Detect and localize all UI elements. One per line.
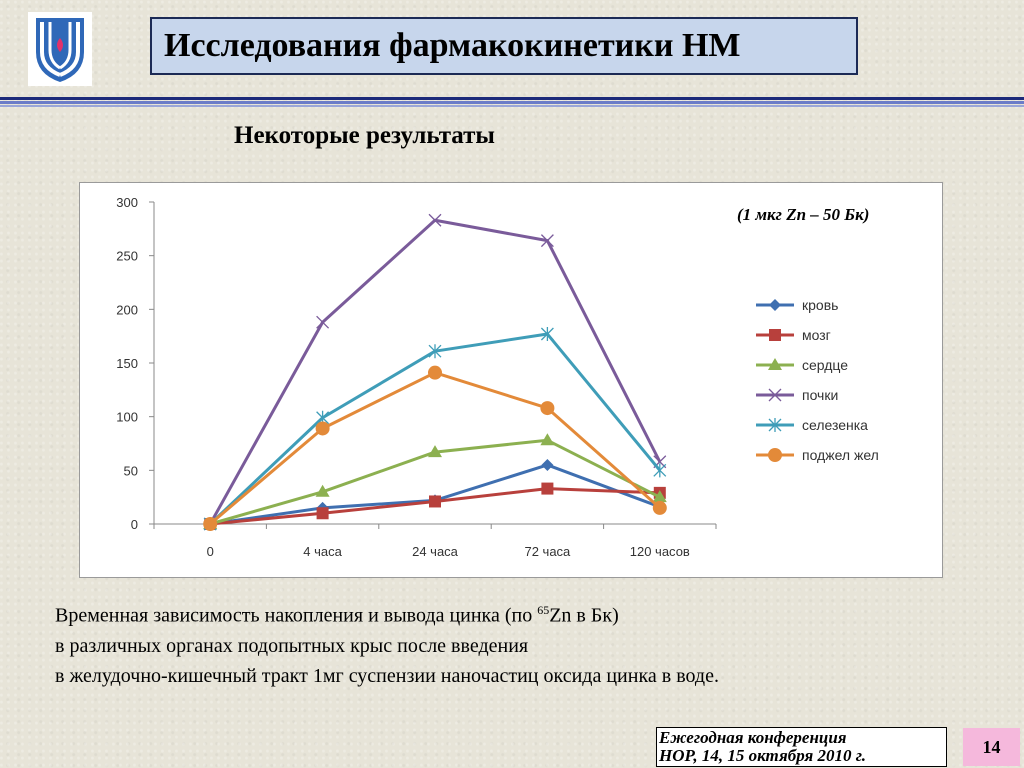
data-point — [541, 458, 554, 471]
data-point — [429, 495, 441, 508]
line-chart: 0 50 100 150 200 250 300 0 4 часа 24 часа 72 часа 1… — [116, 195, 879, 559]
legend-label: сердце — [802, 357, 848, 373]
data-point — [540, 327, 554, 342]
chart-container: 0 50 100 150 200 250 300 0 4 часа 24 часа 72 часа 1… — [79, 182, 943, 578]
data-point — [428, 365, 442, 380]
data-point — [540, 433, 555, 446]
header-rule-top — [0, 97, 1024, 100]
caption-line-3: в желудочно-кишечный тракт 1мг суспензии… — [55, 664, 719, 687]
caption-line-1-text: Временная зависимость накопления и вывод… — [55, 604, 538, 627]
legend-swatch-marker — [768, 388, 782, 402]
data-point — [653, 463, 667, 478]
legend-swatch-marker — [769, 329, 781, 341]
legend-label: почки — [802, 387, 838, 403]
legend-label: мозг — [802, 327, 831, 343]
legend-swatch-marker — [768, 358, 782, 370]
y-tick-label: 300 — [116, 195, 138, 210]
data-point — [316, 507, 329, 520]
data-point — [428, 213, 442, 227]
legend-swatch-marker — [769, 299, 781, 311]
x-tick-label: 4 часа — [303, 544, 342, 559]
footer-line-1: Ежегодная конференция — [659, 728, 847, 747]
subtitle: Некоторые результаты — [234, 122, 495, 149]
footer-line-2: НОР, 14, 15 октября 2010 г. — [659, 746, 867, 765]
y-tick-label: 100 — [116, 410, 138, 425]
data-point — [315, 421, 330, 436]
caption-line-1-end: Zn в Бк) — [549, 604, 619, 627]
caption-line-2: в различных органах подопытных крыс посл… — [55, 634, 529, 657]
legend-label: поджел жел — [802, 447, 879, 463]
header-rule-bottom — [0, 105, 1024, 107]
caption-line-1: Временная зависимость накопления и вывод… — [55, 595, 719, 631]
data-point — [652, 500, 667, 515]
x-tick-label: 120 часов — [630, 544, 690, 559]
x-tick-label: 0 — [207, 544, 214, 559]
legend-swatch-marker — [768, 448, 782, 462]
figure-caption: Временная зависимость накопления и вывод… — [55, 595, 719, 691]
data-point — [315, 484, 330, 497]
slide-title: Исследования фармакокинетики НМ — [164, 27, 741, 64]
legend-label: кровь — [802, 297, 838, 313]
data-point — [203, 517, 218, 531]
header-rule-middle — [0, 101, 1024, 104]
data-point — [540, 234, 554, 248]
conference-footer: Ежегодная конференция НОР, 14, 15 октябр… — [656, 727, 947, 767]
page-number: 14 — [963, 728, 1020, 766]
data-point — [652, 490, 667, 503]
unit-note: (1 мкг Zn – 50 Бк) — [737, 205, 870, 224]
y-tick-label: 0 — [131, 517, 138, 532]
y-tick-label: 50 — [124, 463, 138, 478]
data-point — [316, 315, 330, 329]
data-point — [428, 445, 442, 458]
organization-logo — [28, 12, 92, 86]
legend-swatch-marker — [768, 418, 782, 432]
y-tick-label: 250 — [116, 249, 138, 264]
slide-title-box: Исследования фармакокинетики НМ — [150, 17, 858, 75]
data-point — [428, 344, 442, 359]
data-point — [540, 401, 555, 416]
isotope-mass-number: 65 — [537, 603, 550, 617]
x-tick-label: 24 часа — [412, 544, 459, 559]
data-point — [541, 482, 554, 495]
y-tick-label: 200 — [116, 302, 138, 317]
legend-label: селезенка — [802, 417, 868, 433]
y-tick-label: 150 — [116, 356, 138, 371]
x-tick-label: 72 часа — [524, 544, 571, 559]
